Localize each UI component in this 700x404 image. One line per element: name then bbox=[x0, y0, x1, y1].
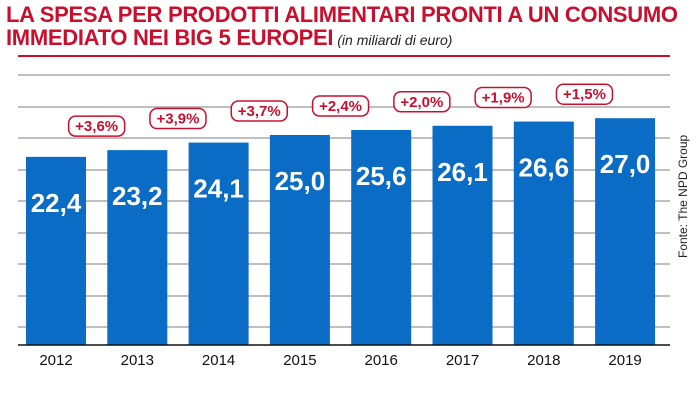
growth-label: +1,9% bbox=[482, 90, 525, 107]
bar-value-label: 25,0 bbox=[275, 166, 326, 196]
growth-label: +3,6% bbox=[75, 118, 118, 135]
bar-value-label: 23,2 bbox=[112, 181, 163, 211]
chart-title-line2: IMMEDIATO NEI BIG 5 EUROPEI (in miliardi … bbox=[6, 25, 453, 50]
bar-value-labels: 22,4 23,2 24,1 25,0 25,6 26,1 26,6 27,0 bbox=[31, 149, 651, 218]
x-tick-label: 2019 bbox=[608, 352, 641, 369]
x-tick-label: 2012 bbox=[39, 352, 72, 369]
x-tick-label: 2015 bbox=[283, 352, 316, 369]
growth-badge bbox=[393, 91, 451, 113]
bar bbox=[351, 129, 412, 345]
bar bbox=[26, 156, 86, 345]
growth-badge bbox=[555, 83, 614, 105]
bar-value-label: 27,0 bbox=[600, 149, 651, 179]
bar bbox=[595, 118, 656, 345]
bar bbox=[513, 121, 574, 345]
growth-badge bbox=[67, 115, 126, 137]
chart-subtitle: (in miliardi di euro) bbox=[337, 32, 453, 48]
x-tick-label: 2013 bbox=[121, 352, 154, 369]
growth-label: +2,4% bbox=[319, 98, 362, 115]
x-tick-label: 2016 bbox=[365, 352, 398, 369]
bar bbox=[188, 142, 249, 345]
bar-value-label: 26,1 bbox=[437, 157, 488, 187]
growth-label: +3,9% bbox=[156, 111, 199, 128]
growth-label: +3,7% bbox=[238, 103, 281, 120]
x-axis-ticks: 2012 2013 2014 2015 2016 2017 2018 2019 bbox=[39, 352, 641, 369]
x-tick-label: 2018 bbox=[527, 352, 560, 369]
bar-value-label: 22,4 bbox=[31, 188, 82, 218]
chart-title: LA SPESA PER PRODOTTI ALIMENTARI PRONTI … bbox=[6, 2, 678, 27]
bar-value-label: 26,6 bbox=[518, 153, 569, 183]
bar-value-label: 25,6 bbox=[356, 161, 407, 191]
growth-badge bbox=[474, 86, 532, 109]
growth-label: +1,5% bbox=[563, 86, 606, 103]
bar bbox=[269, 135, 330, 345]
growth-badge bbox=[230, 100, 288, 122]
x-tick-label: 2014 bbox=[202, 352, 235, 369]
bars bbox=[26, 118, 656, 345]
source-note: Fonte: The NPD Group bbox=[676, 134, 690, 258]
bar-value-label: 24,1 bbox=[193, 174, 244, 204]
growth-badge bbox=[311, 95, 370, 117]
x-tick-label: 2017 bbox=[446, 352, 479, 369]
growth-badges: +3,6% +3,9% +3,7% +2,4% +2,0% +1,9% +1,5% bbox=[67, 83, 614, 137]
bar bbox=[107, 150, 168, 345]
growth-label: +2,0% bbox=[400, 94, 443, 111]
bar bbox=[432, 125, 493, 345]
growth-badge bbox=[149, 107, 207, 130]
